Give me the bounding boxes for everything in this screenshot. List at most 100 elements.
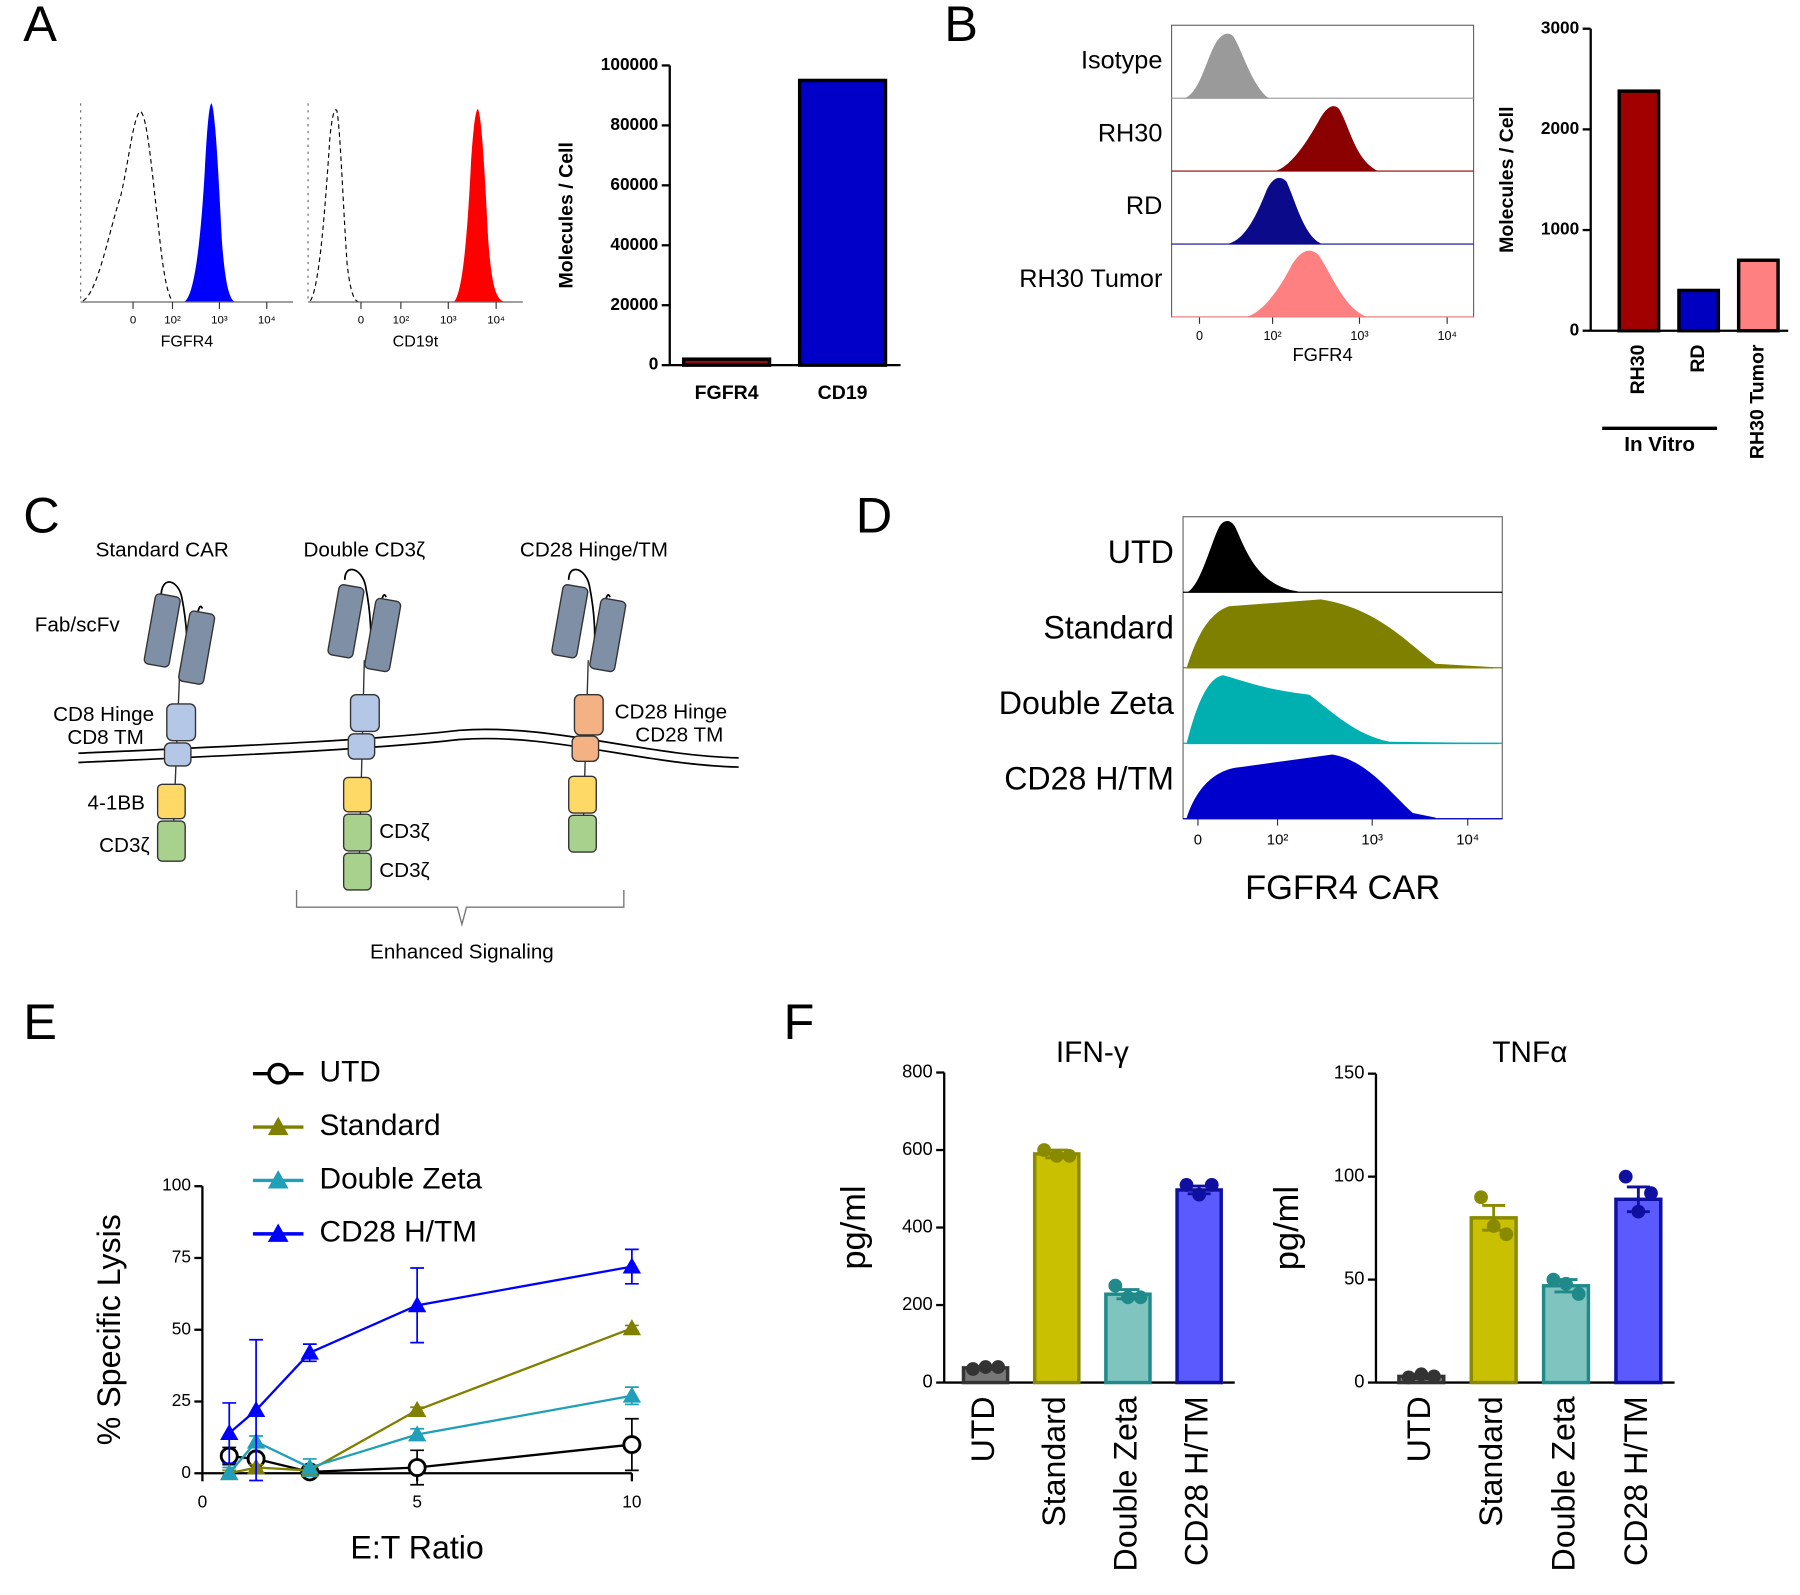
bar (1541, 1284, 1591, 1385)
histograms-d (1186, 521, 1499, 819)
data-point (407, 1400, 427, 1418)
x-tick-label: UTD (1401, 1396, 1437, 1462)
histogram (1228, 177, 1321, 244)
y-axis-label: pg/ml (835, 1185, 873, 1269)
isotype-curve (309, 109, 359, 303)
x-tick-label: 10³ (440, 314, 457, 326)
4-1bb (568, 775, 597, 814)
row-label: RH30 Tumor (1019, 265, 1162, 293)
x-tick-label: 10² (1263, 329, 1281, 343)
data-point (966, 1362, 980, 1376)
data-point (1486, 1219, 1501, 1233)
y-tick-label: 100 (162, 1175, 191, 1195)
histogram (1186, 754, 1436, 819)
data-point (1049, 1148, 1064, 1163)
chart-title: IFN-γ (1056, 1036, 1129, 1069)
data-point (622, 1319, 642, 1336)
data-point (1644, 1186, 1658, 1200)
y-tick-label: 3000 (1541, 17, 1579, 37)
bar (1032, 1152, 1081, 1385)
legend-marker (267, 1170, 289, 1189)
x-tick-label: Standard (1036, 1396, 1072, 1526)
data-point (1571, 1287, 1586, 1301)
x-tick-label: FGFR4 (695, 382, 759, 404)
cd8-tm (163, 742, 192, 767)
x-tick-label: 0 (1194, 831, 1202, 848)
data-point (1121, 1290, 1135, 1305)
domain-label: Fab/scFv (35, 613, 121, 636)
data-point (1546, 1272, 1561, 1287)
x-tick-label: RH30 (1627, 344, 1649, 394)
data-point (1204, 1178, 1219, 1192)
histogram (184, 103, 236, 303)
data-point (622, 1386, 642, 1403)
y-axis-label: pg/ml (1268, 1186, 1306, 1270)
scfv (551, 584, 589, 659)
histogram (1186, 599, 1494, 669)
data-point (220, 1464, 239, 1481)
y-tick-label: 800 (902, 1060, 933, 1081)
panel-label: C (23, 486, 59, 543)
4-1bb (342, 776, 372, 813)
panel-label: B (944, 0, 978, 52)
data-point (622, 1257, 642, 1274)
histogram (1246, 250, 1367, 317)
bar (681, 357, 772, 367)
domain-label: CD8 Hinge (53, 703, 154, 726)
data-point (1401, 1370, 1416, 1385)
y-axis-label: Molecules / Cell (556, 142, 578, 288)
histograms-b (1183, 33, 1379, 317)
data-point (1618, 1169, 1633, 1184)
construct-title: CD28 Hinge/TM (520, 539, 668, 562)
x-tick-label: CD28 H/TM (1618, 1396, 1654, 1566)
cd3z (156, 820, 186, 862)
data-point (407, 1296, 427, 1313)
row-label: CD28 H/TM (1004, 760, 1174, 796)
x-tick-label: 10² (164, 314, 181, 326)
panel-label: E (23, 993, 57, 1050)
x-tick-label: Double Zeta (1546, 1396, 1582, 1571)
data-point (220, 1423, 239, 1440)
domain-label: CD3ζ (379, 859, 429, 882)
domain-label: CD3ζ (99, 834, 149, 857)
data-point (1108, 1278, 1123, 1293)
x-tick-label: UTD (965, 1396, 1001, 1462)
y-tick-label: 0 (649, 354, 659, 374)
data-point (407, 1425, 427, 1442)
y-axis-label: % Specific Lysis (91, 1214, 127, 1445)
cd3z (342, 852, 372, 891)
x-tick-label: 0 (130, 314, 136, 326)
y-axis-label: Molecules / Cell (1496, 106, 1518, 252)
data-point (1133, 1290, 1148, 1305)
data-point (622, 1435, 642, 1455)
data-point (1427, 1369, 1441, 1384)
cd28-tm (571, 735, 600, 763)
x-tick-label: 10⁴ (1456, 831, 1479, 848)
y-tick-label: 400 (902, 1215, 933, 1236)
y-tick-label: 2000 (1541, 118, 1579, 138)
x-tick-label: RH30 Tumor (1747, 344, 1769, 459)
y-tick-label: 150 (1334, 1062, 1365, 1083)
membrane (78, 728, 739, 759)
y-tick-label: 1000 (1541, 219, 1579, 239)
bar (797, 78, 888, 367)
legend-marker (267, 1062, 290, 1085)
legend-label: CD28 H/TM (320, 1216, 478, 1249)
bar (1104, 1292, 1152, 1385)
y-tick-label: 25 (172, 1390, 191, 1410)
cd3z (568, 814, 597, 853)
data-point (246, 1400, 266, 1418)
cd8-hinge (349, 694, 380, 733)
y-tick-label: 40000 (610, 234, 658, 254)
isotype-curve (82, 110, 174, 302)
bar (1175, 1188, 1223, 1385)
chart-title: TNFα (1492, 1036, 1567, 1069)
x-tick-label: 10 (622, 1492, 641, 1512)
y-tick-label: 75 (172, 1247, 191, 1267)
data-point (1179, 1178, 1194, 1192)
x-tick-label: 10³ (1350, 329, 1368, 343)
row-label: UTD (1108, 534, 1174, 570)
domain-label: CD28 Hinge (615, 701, 728, 724)
cd8-hinge (166, 703, 197, 742)
